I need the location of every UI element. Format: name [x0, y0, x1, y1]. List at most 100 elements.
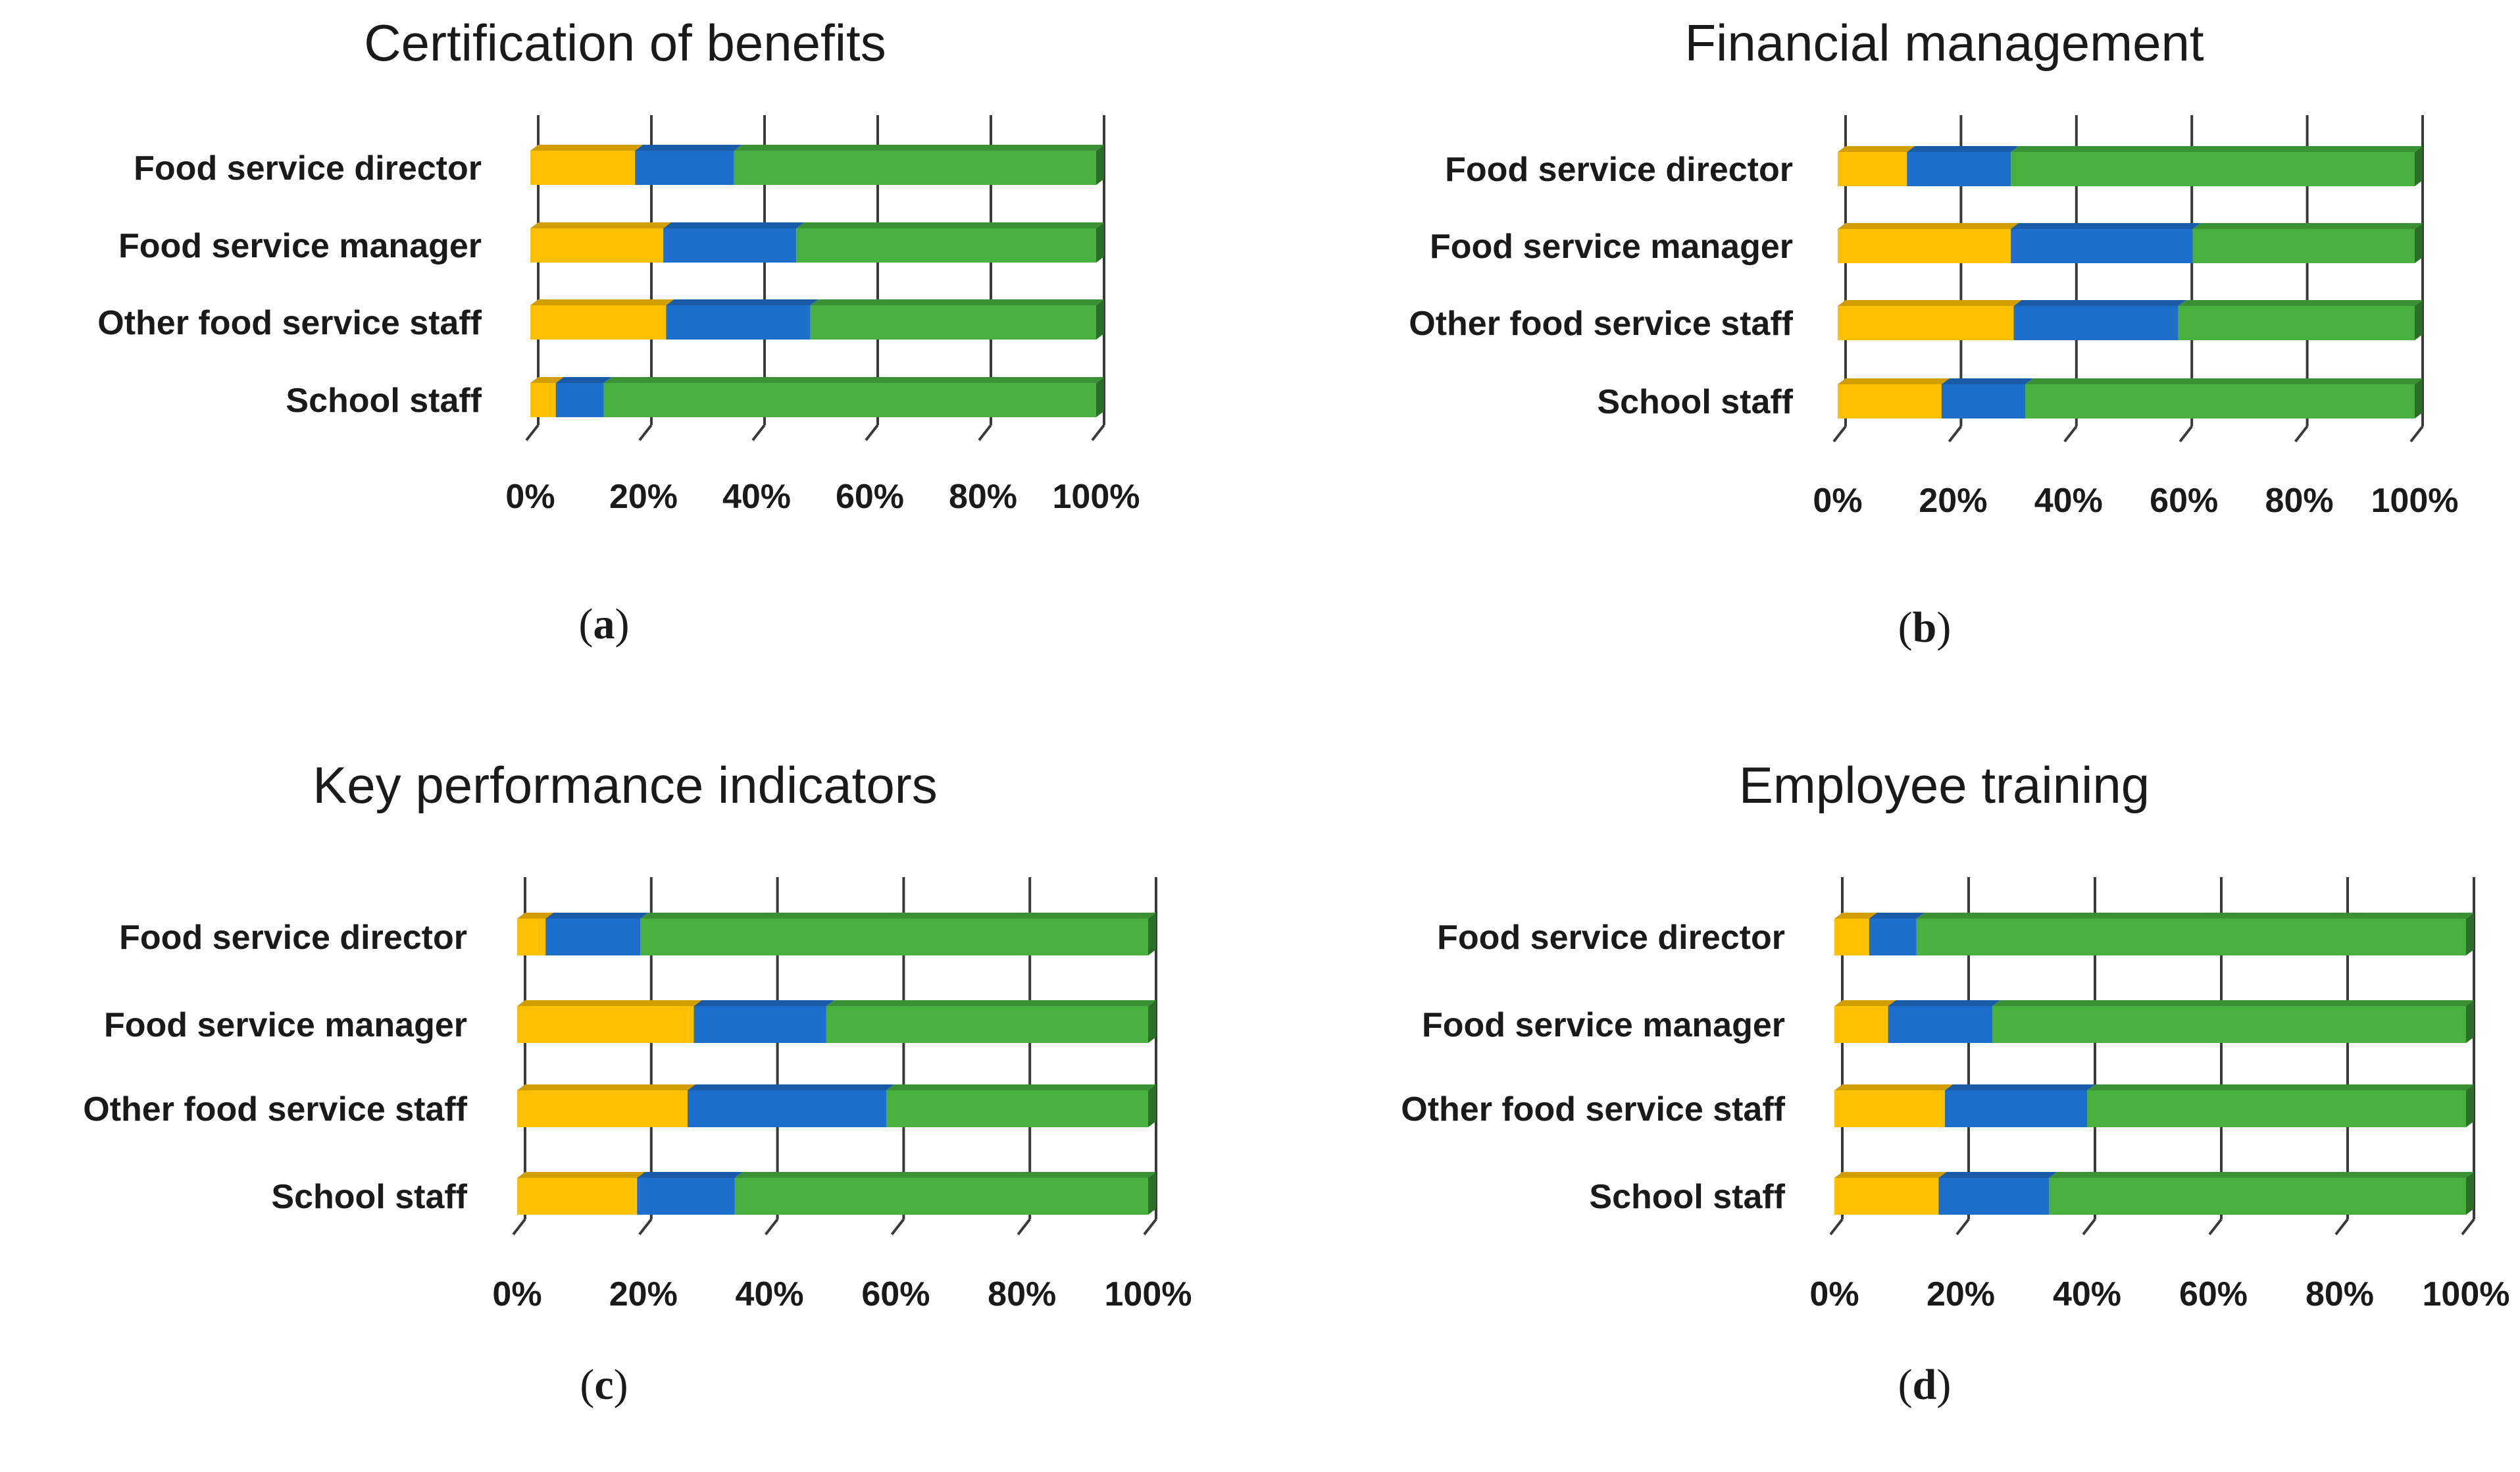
bar-segment [826, 1000, 1156, 1043]
bar-front-face [555, 383, 604, 417]
category-label: Other food service staff [83, 1090, 467, 1129]
category-label: Other food service staff [1409, 305, 1793, 343]
bar-top-face [2049, 1172, 2474, 1178]
bar-top-face [1834, 1172, 1947, 1178]
bar-front-face [1838, 229, 2011, 263]
bar-segment [2011, 223, 2201, 263]
bar-end-face [1148, 1172, 1156, 1215]
bar-segment [1838, 378, 1950, 419]
bar-end-face [1096, 377, 1104, 417]
x-tick-label: 80% [2265, 482, 2334, 520]
x-tick-label: 60% [2150, 482, 2218, 520]
bar-front-face [1869, 919, 1917, 955]
bar-end-face [2466, 1000, 2474, 1043]
x-tick-label: 0% [1813, 482, 1862, 520]
x-tick-label: 0% [505, 478, 555, 516]
bar-segment [1834, 1084, 1953, 1127]
bar-front-face [1938, 1178, 2050, 1215]
x-tick-label: 100% [1105, 1275, 1192, 1313]
x-tick-label: 20% [609, 1275, 678, 1313]
floor-tick [765, 1218, 779, 1236]
chart-title: Certification of benefits [364, 14, 886, 72]
bar-top-face [517, 1000, 702, 1006]
bar-segment [555, 377, 612, 417]
bar-front-face [1941, 384, 2026, 419]
bar-front-face [1834, 1006, 1888, 1043]
bar-top-face [1907, 146, 2019, 152]
bar-segment [1992, 1000, 2474, 1043]
bar-end-face [1148, 1084, 1156, 1127]
x-tick-label: 20% [1919, 482, 1987, 520]
category-label: School staff [286, 382, 482, 420]
bar-end-face [2415, 223, 2423, 263]
bar-segment [734, 145, 1104, 185]
bar-front-face [1838, 152, 1907, 186]
bar-top-face [886, 1084, 1156, 1090]
bar-segment [2049, 1172, 2474, 1215]
bar-front-face [1838, 306, 2014, 340]
bar-segment [640, 913, 1156, 955]
bar-top-face [530, 145, 643, 151]
bar-front-face [810, 305, 1096, 340]
bar-top-face [687, 1084, 895, 1090]
floor-tick [2409, 425, 2424, 443]
category-label: Other food service staff [97, 304, 482, 342]
bar-top-face [1888, 1000, 2000, 1006]
bar-segment [530, 377, 564, 417]
bar-segment [1834, 913, 1877, 955]
bar-top-face [796, 222, 1104, 228]
bar-front-face [640, 919, 1148, 955]
bar-segment [886, 1084, 1156, 1127]
bar-segment [810, 299, 1104, 340]
bar-segment [1941, 378, 2034, 419]
bar-top-face [1838, 146, 1915, 152]
chart-panel-c: Key performance indicators Food service d… [0, 736, 1260, 1471]
bar-front-face [886, 1090, 1148, 1127]
bar-top-face [1834, 913, 1877, 919]
bar-front-face [517, 919, 546, 955]
bar-segment [517, 913, 554, 955]
panel-caption: (d) [1898, 1361, 1952, 1409]
bar-front-face [666, 305, 811, 340]
bar-top-face [517, 1172, 645, 1178]
bar-top-face [1838, 378, 1950, 384]
floor-tick [2179, 425, 2193, 443]
bar-end-face [2415, 378, 2423, 419]
x-tick-label: 40% [736, 1275, 804, 1313]
x-tick-label: 0% [1809, 1275, 1859, 1313]
bar-segment [796, 222, 1104, 263]
bar-front-face [1834, 919, 1869, 955]
bar-top-face [734, 145, 1104, 151]
bar-top-face [2013, 300, 2186, 306]
floor-tick [525, 424, 540, 442]
bar-segment [2192, 223, 2423, 263]
chart-panel-a: Certification of benefits Food service di… [0, 0, 1260, 736]
chart-svg-c: Key performance indicators Food service d… [83, 756, 1192, 1409]
bar-front-face [2011, 152, 2415, 186]
x-tick-label: 0% [492, 1275, 542, 1313]
bar-top-face [640, 913, 1156, 919]
bar-front-face [517, 1178, 638, 1215]
bar-top-face [2011, 146, 2423, 152]
chart-svg-a: Certification of benefits Food service di… [97, 14, 1140, 648]
floor-tick [865, 424, 879, 442]
floor-tick [1143, 1218, 1157, 1236]
bar-segment [1838, 146, 1915, 186]
floor-tick [890, 1218, 905, 1236]
category-label: Food service manager [1422, 1006, 1785, 1044]
bar-front-face [663, 228, 797, 263]
floor-tick [2063, 425, 2078, 443]
panel-caption: (a) [579, 600, 630, 648]
bar-top-face [635, 145, 742, 151]
bar-front-face [826, 1006, 1148, 1043]
bar-top-face [1945, 1084, 2095, 1090]
x-tick-label: 60% [836, 478, 904, 516]
bar-segment [1888, 1000, 2000, 1043]
bar-front-face [796, 228, 1096, 263]
bar-segment [2087, 1084, 2474, 1127]
panel-caption: (c) [580, 1361, 628, 1409]
bar-top-face [545, 913, 649, 919]
bar-front-face [2011, 229, 2193, 263]
bar-top-face [2178, 300, 2423, 306]
bar-front-face [734, 151, 1096, 185]
